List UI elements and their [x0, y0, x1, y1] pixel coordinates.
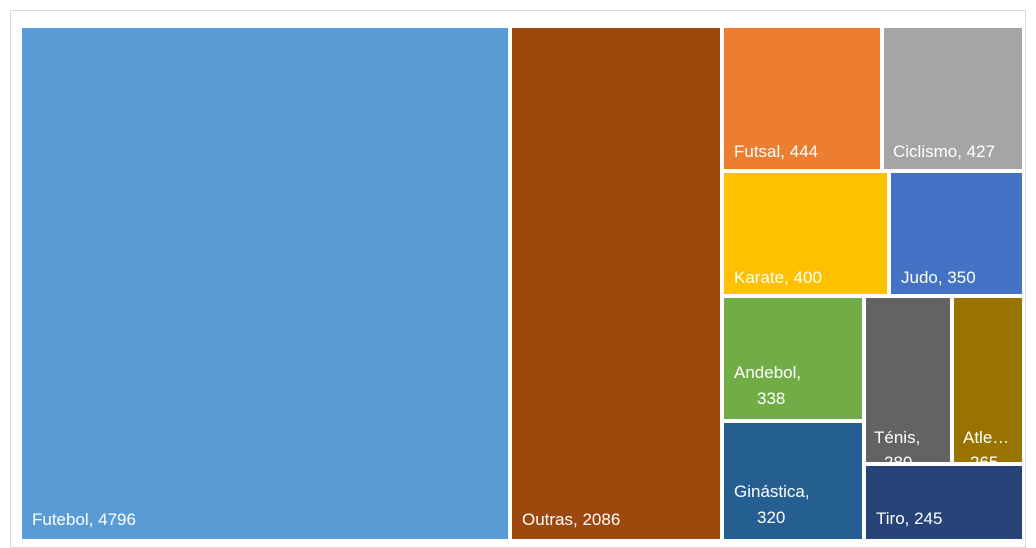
tile — [724, 423, 862, 539]
tile-label: Karate, 400 — [734, 268, 822, 287]
tile — [866, 466, 1022, 539]
tile-label: Atle… — [963, 428, 1009, 447]
tile-label: Outras, 2086 — [522, 510, 620, 529]
tile — [724, 173, 887, 294]
tile-label: Ginástica, — [734, 482, 810, 501]
tile — [724, 28, 880, 169]
tile-label: 338 — [757, 389, 785, 408]
tile — [884, 28, 1022, 169]
tile — [724, 298, 862, 419]
tile — [22, 28, 508, 539]
tile-label: Judo, 350 — [901, 268, 976, 287]
tile — [891, 173, 1022, 294]
tile-label: Tiro, 245 — [876, 509, 942, 528]
tile-label: Ciclismo, 427 — [893, 142, 995, 161]
tile — [866, 298, 950, 462]
tile-label: Ténis, — [874, 428, 920, 447]
tile-label: Futebol, 4796 — [32, 510, 136, 529]
tile — [954, 298, 1022, 462]
tile-label: Futsal, 444 — [734, 142, 818, 161]
tile-label: Andebol, — [734, 363, 801, 382]
tile-label: 320 — [757, 508, 785, 527]
tile — [512, 28, 720, 539]
